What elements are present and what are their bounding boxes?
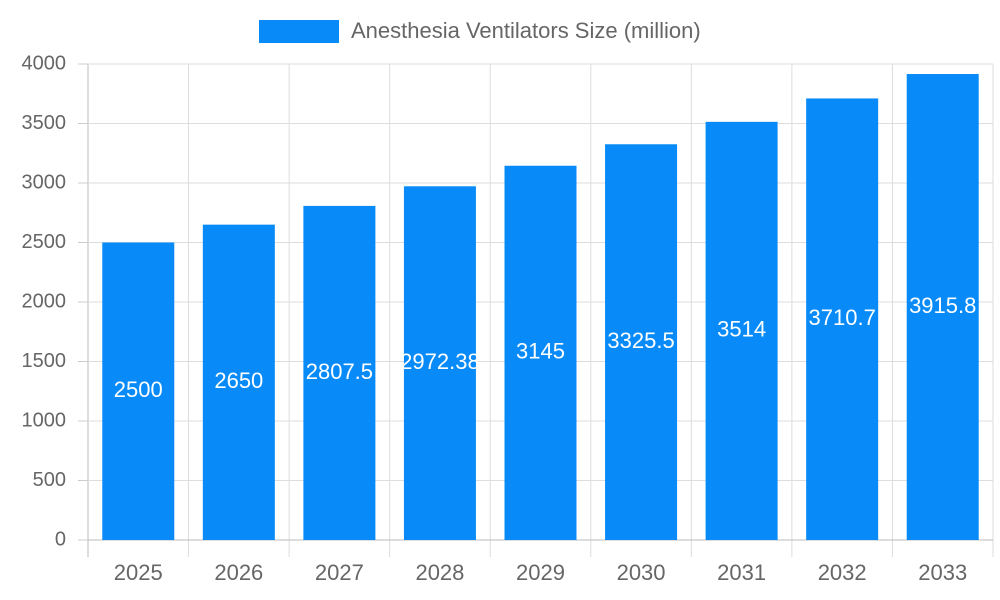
y-tick-label: 500	[33, 469, 66, 491]
x-tick-label: 2028	[415, 560, 464, 585]
value-label: 2972.38	[400, 349, 480, 374]
y-tick-label: 3000	[22, 171, 67, 193]
bar	[705, 121, 778, 541]
y-tick-label: 2500	[22, 231, 67, 253]
x-tick-label: 2026	[214, 560, 263, 585]
x-tick-label: 2027	[315, 560, 364, 585]
x-tick-label: 2032	[818, 560, 867, 585]
x-tick-label: 2030	[617, 560, 666, 585]
y-tick-label: 4000	[22, 52, 67, 74]
y-tick-label: 2000	[22, 290, 67, 312]
bar	[806, 98, 879, 540]
x-tick-label: 2029	[516, 560, 565, 585]
value-label: 2807.5	[306, 359, 373, 384]
y-tick-label: 1500	[22, 350, 67, 372]
value-label: 3325.5	[607, 328, 674, 353]
x-tick-label: 2025	[114, 560, 163, 585]
y-tick-label: 3500	[22, 112, 67, 134]
y-tick-label: 0	[55, 528, 66, 550]
value-label: 3710.7	[809, 305, 876, 330]
x-tick-label: 2033	[918, 560, 967, 585]
legend-label: Anesthesia Ventilators Size (million)	[351, 18, 701, 43]
value-label: 2650	[214, 368, 263, 393]
bar	[504, 165, 577, 540]
bar	[102, 242, 175, 540]
value-label: 3514	[717, 317, 766, 342]
legend-swatch	[259, 20, 339, 43]
value-label: 3145	[516, 339, 565, 364]
value-label: 2500	[114, 377, 163, 402]
x-tick-label: 2031	[717, 560, 766, 585]
bar	[403, 186, 476, 540]
bar	[906, 74, 979, 540]
bar	[605, 144, 678, 540]
value-label: 3915.8	[909, 293, 976, 318]
y-tick-label: 1000	[22, 409, 67, 431]
bar	[202, 224, 275, 540]
bar	[303, 205, 376, 540]
